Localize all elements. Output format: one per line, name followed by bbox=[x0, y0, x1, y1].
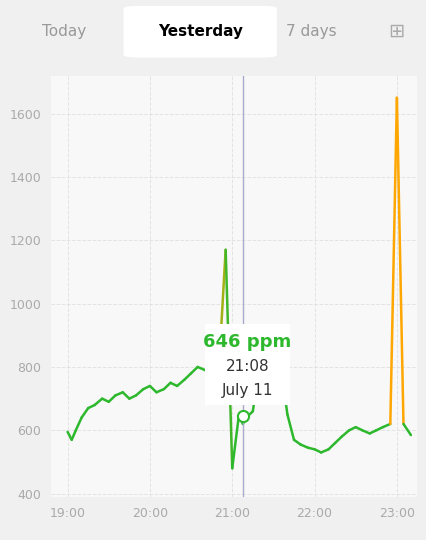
Text: 7 days: 7 days bbox=[286, 24, 336, 38]
FancyBboxPatch shape bbox=[124, 6, 277, 58]
Text: ⊞: ⊞ bbox=[388, 22, 404, 40]
Text: 21:08: 21:08 bbox=[226, 359, 269, 374]
Text: July 11: July 11 bbox=[222, 383, 273, 398]
FancyBboxPatch shape bbox=[201, 320, 294, 409]
Text: Yesterday: Yesterday bbox=[158, 24, 243, 38]
Text: 646 ppm: 646 ppm bbox=[203, 333, 291, 351]
Text: Today: Today bbox=[42, 24, 86, 38]
